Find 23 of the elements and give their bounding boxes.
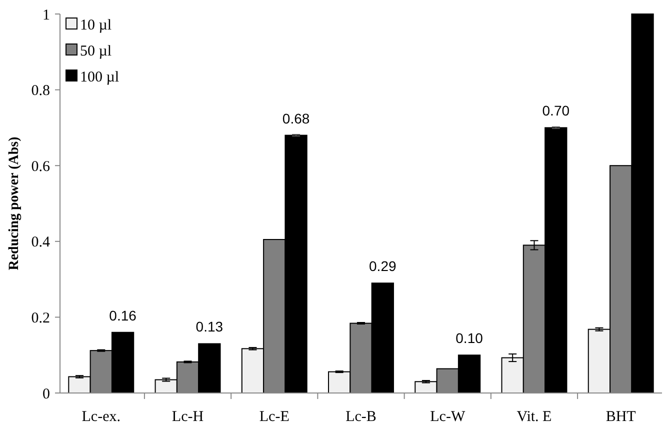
x-tick-label: Lc-B [346, 409, 376, 425]
data-label: 0.10 [456, 330, 484, 346]
x-tick-label: Lc-ex. [82, 409, 121, 425]
x-tick-label: Vit. E [516, 409, 552, 425]
x-tick-label: Lc-W [430, 409, 466, 425]
y-tick-label: 0.8 [31, 83, 50, 100]
y-tick-label: 0 [42, 386, 50, 402]
data-label: 0.16 [109, 307, 137, 324]
x-tick-label: Lc-H [172, 409, 204, 425]
legend-label: 100 µl [80, 69, 120, 86]
y-axis-title: Reducing power (Abs) [7, 136, 22, 270]
data-label: 0.29 [369, 258, 396, 274]
y-tick-label: 0.6 [31, 158, 50, 175]
y-tick-label: 0.4 [31, 234, 50, 251]
x-tick-label: BHT [606, 409, 636, 425]
data-label: 0.68 [282, 110, 310, 126]
y-tick-label: 1 [42, 7, 50, 24]
data-label: 0.13 [196, 318, 224, 335]
x-tick-label: Lc-E [259, 409, 290, 425]
data-label: 0.70 [542, 102, 570, 119]
legend-label: 50 µl [80, 43, 112, 60]
legend-label: 10 µl [80, 17, 112, 34]
y-tick-label: 0.2 [31, 310, 50, 326]
